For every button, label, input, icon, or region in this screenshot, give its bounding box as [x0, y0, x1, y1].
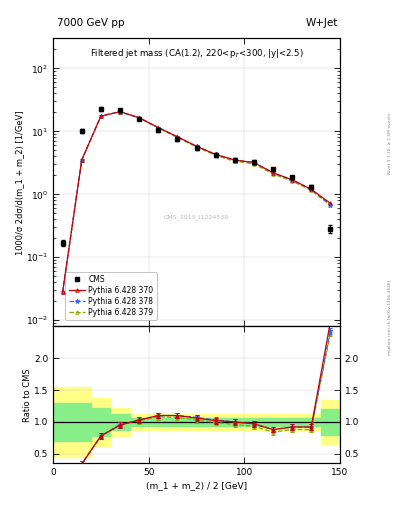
Text: Filtered jet mass (CA(1.2), 220<p$_T$<300, |y|<2.5): Filtered jet mass (CA(1.2), 220<p$_T$<30… — [90, 47, 303, 60]
Text: CMS_2013_I1224539: CMS_2013_I1224539 — [164, 214, 229, 220]
Y-axis label: 1000/σ 2dσ/d(m_1 + m_2) [1/GeV]: 1000/σ 2dσ/d(m_1 + m_2) [1/GeV] — [15, 110, 24, 254]
Text: Rivet 3.1.10, ≥ 2.5M events: Rivet 3.1.10, ≥ 2.5M events — [388, 113, 392, 174]
X-axis label: (m_1 + m_2) / 2 [GeV]: (m_1 + m_2) / 2 [GeV] — [146, 481, 247, 490]
Legend: CMS, Pythia 6.428 370, Pythia 6.428 378, Pythia 6.428 379: CMS, Pythia 6.428 370, Pythia 6.428 378,… — [66, 272, 156, 319]
Text: mcplots.cern.ch [arXiv:1306.3436]: mcplots.cern.ch [arXiv:1306.3436] — [388, 280, 392, 355]
Text: W+Jet: W+Jet — [306, 18, 338, 28]
Y-axis label: Ratio to CMS: Ratio to CMS — [24, 368, 33, 421]
Text: 7000 GeV pp: 7000 GeV pp — [57, 18, 125, 28]
